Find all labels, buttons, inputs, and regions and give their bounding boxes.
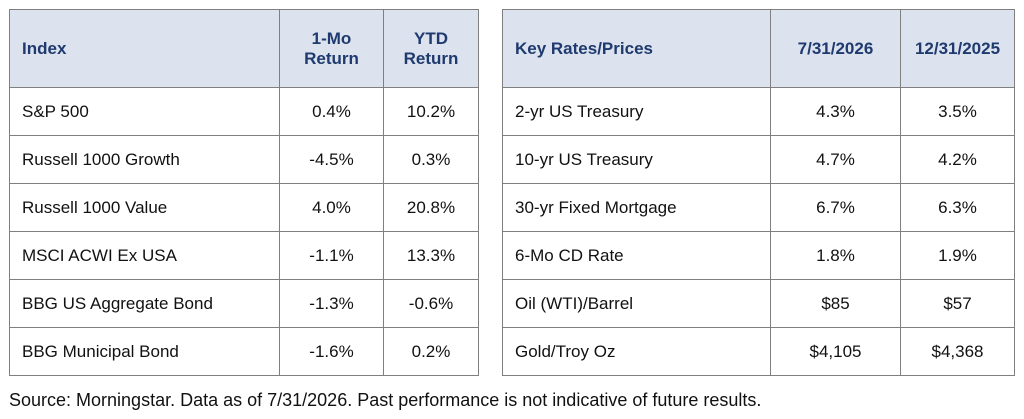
current-value: 4.7% — [770, 135, 901, 184]
current-value: $85 — [770, 279, 901, 328]
current-value: 6.7% — [770, 183, 901, 232]
prior-value: $4,368 — [900, 327, 1015, 376]
header-ytd-line1: YTD — [414, 28, 448, 48]
rate-name: 6-Mo CD Rate — [502, 231, 771, 280]
one-mo-return: 0.4% — [279, 87, 384, 136]
table-row: 6-Mo CD Rate 1.8% 1.9% — [502, 231, 1015, 280]
key-rates-table: Key Rates/Prices 7/31/2026 12/31/2025 2-… — [502, 9, 1015, 376]
index-name: MSCI ACWI Ex USA — [9, 231, 280, 280]
ytd-return: 0.2% — [383, 327, 479, 376]
table-row: 10-yr US Treasury 4.7% 4.2% — [502, 135, 1015, 184]
index-name: Russell 1000 Value — [9, 183, 280, 232]
header-1mo-return: 1-Mo Return — [279, 9, 384, 88]
one-mo-return: -1.1% — [279, 231, 384, 280]
ytd-return: 0.3% — [383, 135, 479, 184]
header-1mo-line2: Return — [304, 48, 359, 68]
current-value: 1.8% — [770, 231, 901, 280]
header-index: Index — [9, 9, 280, 88]
table-row: Russell 1000 Value 4.0% 20.8% — [9, 183, 479, 232]
prior-value: $57 — [900, 279, 1015, 328]
current-value: 4.3% — [770, 87, 901, 136]
index-name: BBG Municipal Bond — [9, 327, 280, 376]
index-table-header-row: Index 1-Mo Return YTD Return — [9, 9, 479, 88]
header-ytd-line2: Return — [403, 48, 459, 68]
table-row: Oil (WTI)/Barrel $85 $57 — [502, 279, 1015, 328]
header-prior-date: 12/31/2025 — [900, 9, 1015, 88]
rate-name: Gold/Troy Oz — [502, 327, 771, 376]
current-value: $4,105 — [770, 327, 901, 376]
index-name: Russell 1000 Growth — [9, 135, 280, 184]
table-row: BBG Municipal Bond -1.6% 0.2% — [9, 327, 479, 376]
header-key-rates: Key Rates/Prices — [502, 9, 771, 88]
index-name: BBG US Aggregate Bond — [9, 279, 280, 328]
table-row: Russell 1000 Growth -4.5% 0.3% — [9, 135, 479, 184]
ytd-return: 10.2% — [383, 87, 479, 136]
ytd-return: 20.8% — [383, 183, 479, 232]
source-note: Source: Morningstar. Data as of 7/31/202… — [9, 390, 762, 410]
ytd-return: -0.6% — [383, 279, 479, 328]
rate-name: Oil (WTI)/Barrel — [502, 279, 771, 328]
one-mo-return: -4.5% — [279, 135, 384, 184]
one-mo-return: 4.0% — [279, 183, 384, 232]
index-returns-table: Index 1-Mo Return YTD Return S&P 500 0.4… — [9, 9, 479, 376]
rate-name: 30-yr Fixed Mortgage — [502, 183, 771, 232]
ytd-return: 13.3% — [383, 231, 479, 280]
rate-name: 10-yr US Treasury — [502, 135, 771, 184]
table-row: BBG US Aggregate Bond -1.3% -0.6% — [9, 279, 479, 328]
table-row: Gold/Troy Oz $4,105 $4,368 — [502, 327, 1015, 376]
prior-value: 3.5% — [900, 87, 1015, 136]
prior-value: 1.9% — [900, 231, 1015, 280]
prior-value: 6.3% — [900, 183, 1015, 232]
rate-name: 2-yr US Treasury — [502, 87, 771, 136]
prior-value: 4.2% — [900, 135, 1015, 184]
table-row: 30-yr Fixed Mortgage 6.7% 6.3% — [502, 183, 1015, 232]
header-current-date: 7/31/2026 — [770, 9, 901, 88]
table-row: MSCI ACWI Ex USA -1.1% 13.3% — [9, 231, 479, 280]
rates-table-header-row: Key Rates/Prices 7/31/2026 12/31/2025 — [502, 9, 1015, 88]
header-1mo-line1: 1-Mo — [311, 28, 352, 48]
table-row: 2-yr US Treasury 4.3% 3.5% — [502, 87, 1015, 136]
header-ytd-return: YTD Return — [383, 9, 479, 88]
table-row: S&P 500 0.4% 10.2% — [9, 87, 479, 136]
one-mo-return: -1.6% — [279, 327, 384, 376]
index-name: S&P 500 — [9, 87, 280, 136]
one-mo-return: -1.3% — [279, 279, 384, 328]
